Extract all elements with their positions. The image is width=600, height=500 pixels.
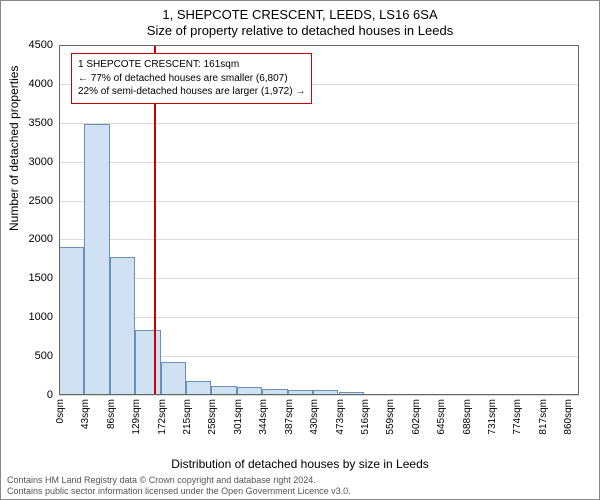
x-tick-label: 430sqm bbox=[309, 399, 320, 435]
x-tick-label: 0sqm bbox=[55, 399, 66, 423]
legend-line2: ← 77% of detached houses are smaller (6,… bbox=[78, 72, 305, 86]
y-tick-label: 1500 bbox=[29, 272, 53, 284]
x-tick-label: 860sqm bbox=[563, 399, 574, 435]
x-tick-label: 559sqm bbox=[385, 399, 396, 435]
legend-box: 1 SHEPCOTE CRESCENT: 161sqm ← 77% of det… bbox=[71, 53, 312, 104]
plot-area: 1 SHEPCOTE CRESCENT: 161sqm ← 77% of det… bbox=[59, 45, 579, 395]
x-tick-label: 645sqm bbox=[436, 399, 447, 435]
x-tick-label: 86sqm bbox=[106, 399, 117, 429]
x-tick-label: 301sqm bbox=[233, 399, 244, 435]
y-axis-label: Number of detached properties bbox=[7, 66, 21, 231]
x-tick-label: 129sqm bbox=[131, 399, 142, 435]
footer-line2: Contains public sector information licen… bbox=[7, 486, 593, 496]
x-tick-label: 258sqm bbox=[207, 399, 218, 435]
y-tick-label: 3500 bbox=[29, 117, 53, 129]
legend-line3: 22% of semi-detached houses are larger (… bbox=[78, 85, 305, 99]
y-tick-label: 2500 bbox=[29, 195, 53, 207]
y-tick-label: 3000 bbox=[29, 156, 53, 168]
x-tick-label: 688sqm bbox=[462, 399, 473, 435]
x-tick-label: 516sqm bbox=[360, 399, 371, 435]
x-tick-label: 731sqm bbox=[487, 399, 498, 435]
y-tick-label: 500 bbox=[35, 350, 53, 362]
x-tick-label: 172sqm bbox=[157, 399, 168, 435]
chart-title-line2: Size of property relative to detached ho… bbox=[1, 23, 599, 38]
x-tick-label: 43sqm bbox=[80, 399, 91, 429]
grid-line bbox=[59, 395, 579, 396]
x-axis-label: Distribution of detached houses by size … bbox=[1, 457, 599, 471]
footer: Contains HM Land Registry data © Crown c… bbox=[7, 475, 593, 496]
y-tick-label: 4500 bbox=[29, 39, 53, 51]
chart-title-line1: 1, SHEPCOTE CRESCENT, LEEDS, LS16 6SA bbox=[1, 7, 599, 22]
y-tick-label: 2000 bbox=[29, 233, 53, 245]
y-tick-label: 4000 bbox=[29, 78, 53, 90]
legend-line1: 1 SHEPCOTE CRESCENT: 161sqm bbox=[78, 58, 305, 72]
x-tick-label: 817sqm bbox=[538, 399, 549, 435]
x-tick-label: 215sqm bbox=[182, 399, 193, 435]
x-tick-label: 774sqm bbox=[512, 399, 523, 435]
x-tick-label: 473sqm bbox=[335, 399, 346, 435]
y-tick-label: 1000 bbox=[29, 311, 53, 323]
y-tick-label: 0 bbox=[47, 389, 53, 401]
footer-line1: Contains HM Land Registry data © Crown c… bbox=[7, 475, 593, 485]
chart-container: 1, SHEPCOTE CRESCENT, LEEDS, LS16 6SA Si… bbox=[0, 0, 600, 500]
x-tick-label: 344sqm bbox=[258, 399, 269, 435]
x-tick-label: 387sqm bbox=[284, 399, 295, 435]
x-tick-label: 602sqm bbox=[411, 399, 422, 435]
